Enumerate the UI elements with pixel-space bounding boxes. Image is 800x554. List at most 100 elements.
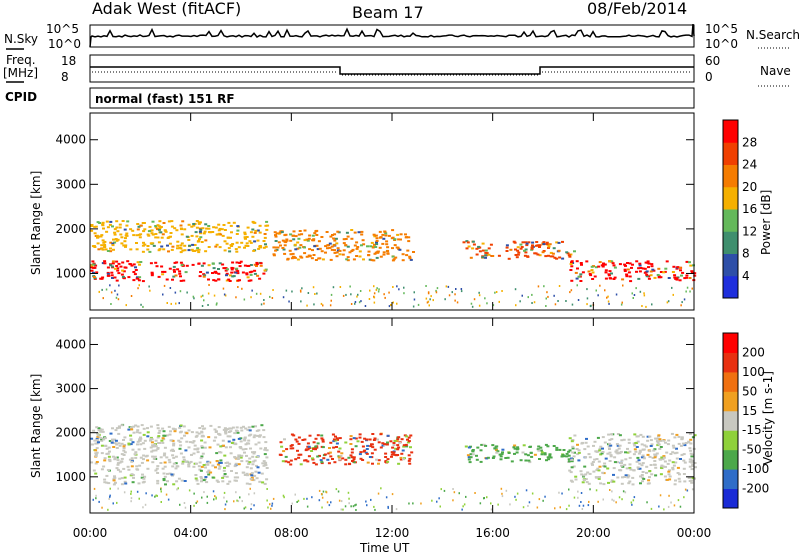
range-time-cell (235, 426, 239, 429)
range-time-cell (405, 236, 408, 239)
range-time-cell (327, 452, 331, 455)
range-time-cell (498, 300, 500, 303)
range-time-cell (114, 289, 116, 292)
range-time-cell (531, 302, 533, 304)
range-time-cell (642, 457, 646, 460)
range-time-cell (166, 237, 170, 239)
range-time-cell (628, 480, 632, 483)
range-time-cell (370, 498, 372, 501)
range-time-cell (340, 500, 343, 503)
range-time-cell (178, 426, 182, 429)
range-time-cell (548, 453, 552, 456)
range-time-cell (500, 453, 504, 456)
range-time-cell (321, 440, 325, 443)
range-time-cell (527, 504, 529, 507)
range-time-cell (235, 261, 239, 264)
range-time-cell (373, 243, 376, 246)
range-time-cell (156, 482, 160, 485)
range-time-cell (156, 494, 158, 497)
range-time-cell (657, 267, 661, 270)
range-time-cell (352, 505, 355, 508)
range-time-cell (641, 462, 645, 465)
range-time-cell (248, 457, 252, 460)
colorbar-swatch (723, 410, 738, 431)
range-time-cell (176, 240, 180, 243)
range-time-cell (116, 459, 120, 462)
range-time-cell (188, 441, 192, 444)
range-time-cell (195, 501, 197, 504)
range-time-cell (371, 246, 375, 249)
colorbar-tick-label: 100 (742, 365, 765, 379)
range-time-cell (561, 492, 563, 495)
range-time-cell (582, 479, 586, 481)
range-time-cell (326, 458, 330, 461)
range-time-cell (352, 437, 356, 440)
range-time-cell (249, 279, 253, 282)
range-time-cell (616, 476, 620, 479)
range-time-cell (115, 443, 119, 446)
range-time-cell (383, 443, 386, 446)
range-time-cell (332, 237, 336, 240)
range-time-cell (265, 467, 269, 469)
range-time-cell (122, 445, 126, 448)
range-time-cell (596, 436, 600, 439)
range-time-cell (113, 276, 117, 279)
range-time-cell (300, 233, 304, 236)
range-time-cell (454, 293, 456, 296)
power-y-label: Slant Range [km] (29, 171, 43, 275)
range-time-cell (116, 462, 120, 465)
range-time-cell (471, 247, 475, 250)
range-time-cell (334, 237, 338, 240)
range-time-cell (129, 443, 133, 446)
range-time-cell (217, 223, 221, 226)
colorbar-swatch (723, 120, 738, 143)
range-time-cell (146, 248, 150, 251)
range-time-cell (354, 301, 357, 303)
range-time-cell (384, 460, 388, 463)
range-time-cell (466, 454, 470, 457)
range-time-cell (690, 481, 694, 484)
range-time-cell (100, 244, 104, 247)
range-time-cell (315, 234, 319, 236)
range-time-cell (631, 263, 634, 266)
range-time-cell (623, 463, 627, 466)
range-time-cell (179, 290, 182, 293)
range-time-cell (227, 440, 231, 443)
range-time-cell (350, 229, 354, 231)
range-time-cell (603, 462, 607, 465)
range-time-cell (139, 436, 142, 439)
range-time-cell (135, 234, 139, 237)
range-time-cell (111, 277, 114, 279)
range-time-cell (473, 298, 476, 301)
range-time-cell (161, 441, 165, 444)
range-time-cell (95, 497, 97, 500)
range-time-cell (349, 435, 353, 438)
range-time-cell (553, 294, 555, 297)
range-time-cell (170, 248, 174, 251)
range-time-cell (679, 269, 682, 272)
range-time-cell (260, 472, 264, 475)
range-time-cell (205, 227, 209, 230)
range-time-cell (221, 263, 225, 266)
range-time-cell (195, 448, 199, 451)
range-time-cell (647, 266, 650, 269)
range-time-cell (100, 444, 104, 447)
range-time-cell (129, 248, 133, 251)
range-time-cell (607, 300, 610, 303)
range-time-cell (683, 461, 687, 464)
range-time-cell (283, 234, 287, 237)
range-time-cell (206, 501, 209, 504)
range-time-cell (526, 454, 530, 457)
range-time-cell (541, 251, 545, 254)
range-time-cell (258, 224, 262, 227)
range-time-cell (399, 458, 403, 461)
range-time-cell (516, 446, 520, 449)
range-time-cell (162, 472, 166, 475)
range-time-cell (291, 447, 295, 450)
range-time-cell (569, 253, 573, 256)
range-time-cell (226, 435, 230, 438)
range-time-cell (545, 241, 549, 244)
range-time-cell (683, 444, 687, 447)
range-time-cell (94, 264, 98, 267)
range-time-cell (185, 264, 189, 267)
